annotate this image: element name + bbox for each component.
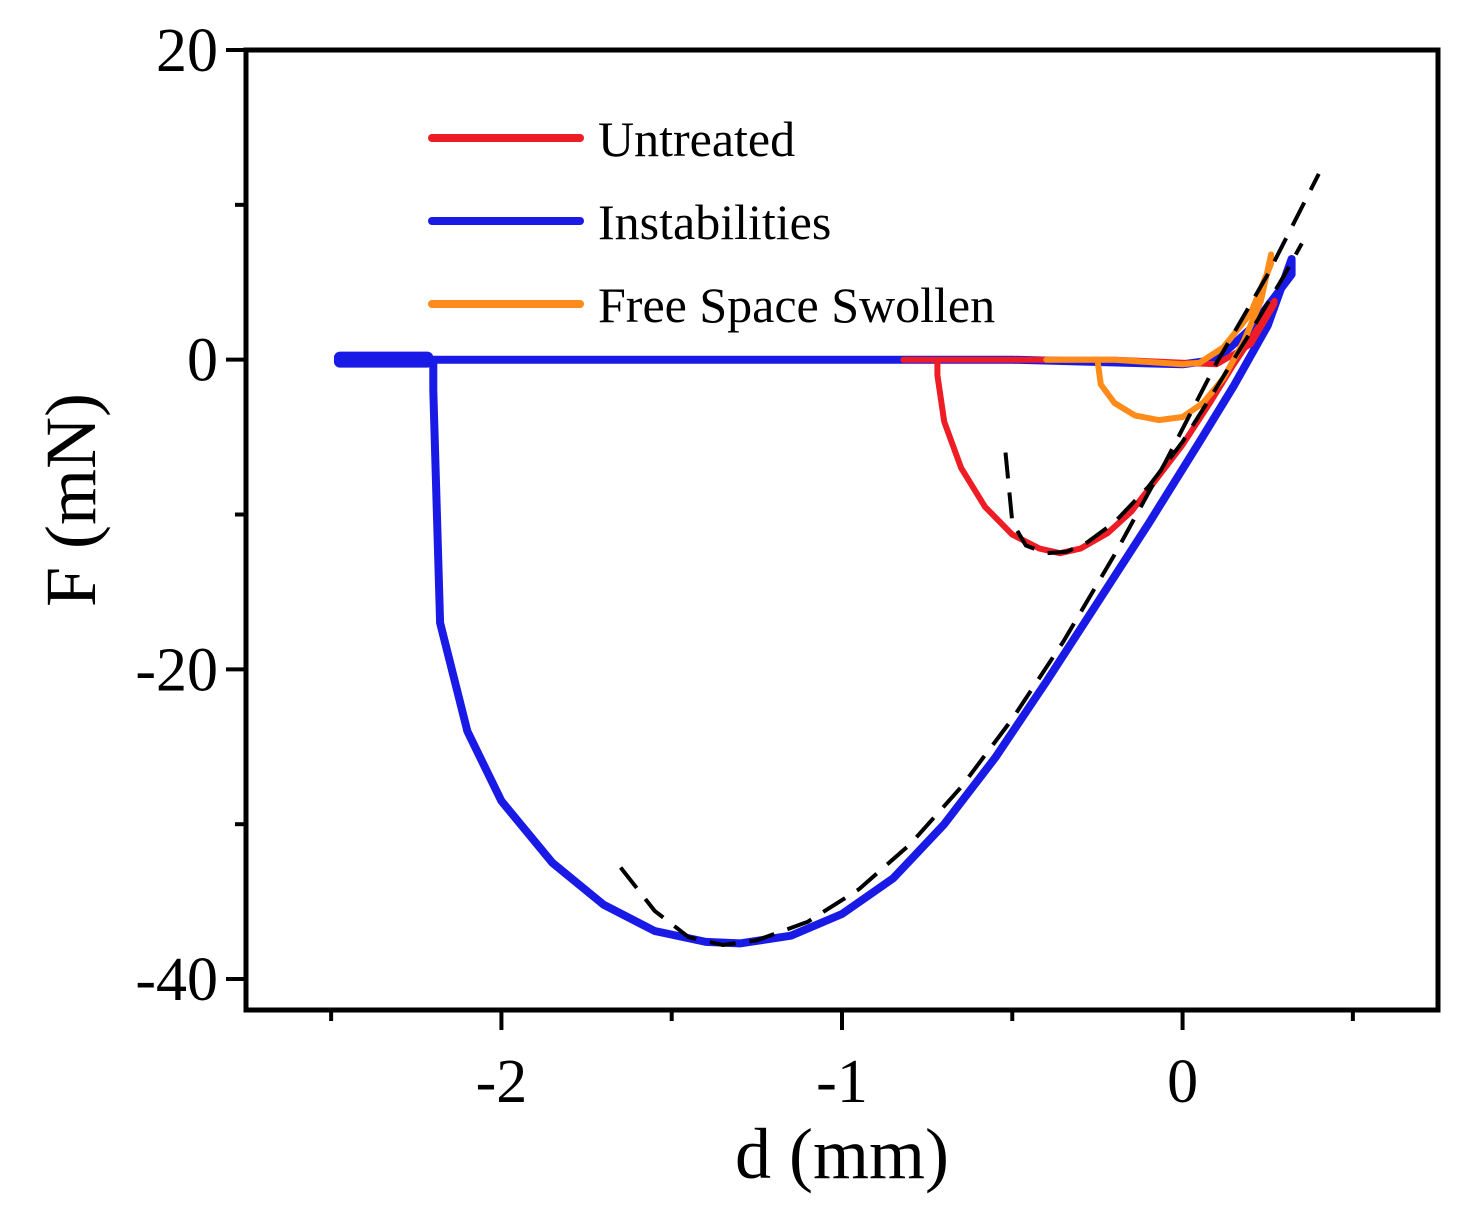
y-tick-label: -20 [135, 636, 218, 704]
plot-frame [243, 47, 1441, 1013]
x-axis-title: d (mm) [735, 1114, 949, 1194]
series-layer [333, 251, 1296, 948]
y-axis-title: F (mN) [31, 393, 111, 607]
legend: Untreated Instabilities Free Space Swollen [428, 111, 995, 333]
tick-layer: -2 -1 0 -40 -20 0 20 [135, 17, 1355, 1116]
x-tick-label: -2 [476, 1048, 528, 1116]
legend-label-instabilities: Instabilities [598, 194, 831, 250]
x-tick-label: -1 [816, 1048, 868, 1116]
legend-label-free-space-swollen: Free Space Swollen [598, 277, 995, 333]
fit-layer [619, 172, 1321, 948]
series-baseline-instabilities [333, 351, 434, 368]
y-tick-label: 0 [187, 327, 218, 395]
fit-untreated-line [1003, 242, 1304, 556]
x-tick-label: 0 [1167, 1048, 1198, 1116]
y-tick-label: 20 [156, 17, 218, 85]
series-line-untreated [900, 297, 1278, 557]
legend-label-untreated: Untreated [598, 111, 795, 167]
y-tick-label: -40 [135, 946, 218, 1014]
